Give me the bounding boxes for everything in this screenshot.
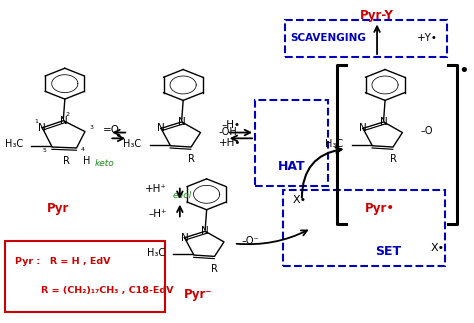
Text: 1: 1 xyxy=(35,120,38,124)
Text: Pyr :   R = H , EdV: Pyr : R = H , EdV xyxy=(16,257,111,266)
Text: R: R xyxy=(211,264,218,274)
Text: N: N xyxy=(181,233,188,243)
Text: Pyr-Y: Pyr-Y xyxy=(360,9,394,22)
Text: 3: 3 xyxy=(90,125,93,130)
Text: +H•: +H• xyxy=(219,139,241,149)
Text: H₃C: H₃C xyxy=(325,139,343,149)
Text: +H⁺: +H⁺ xyxy=(146,184,167,194)
Text: 4: 4 xyxy=(81,147,85,152)
Text: Pyr⁻: Pyr⁻ xyxy=(184,288,213,301)
Text: SCAVENGING: SCAVENGING xyxy=(290,34,366,44)
Text: N: N xyxy=(201,226,209,236)
Text: Pyr: Pyr xyxy=(46,202,69,215)
Text: R: R xyxy=(390,154,396,164)
Text: 5: 5 xyxy=(43,148,46,153)
Text: N: N xyxy=(359,123,367,133)
Text: N: N xyxy=(380,117,388,127)
Text: -OH: -OH xyxy=(219,127,237,137)
Text: H: H xyxy=(83,156,91,166)
Text: =O: =O xyxy=(103,125,120,135)
Text: R: R xyxy=(63,156,70,166)
Text: 2: 2 xyxy=(65,112,69,117)
Text: +Y•: +Y• xyxy=(417,34,438,44)
Text: –H•: –H• xyxy=(222,120,241,130)
Text: –O⁻: –O⁻ xyxy=(242,235,259,245)
Text: N: N xyxy=(178,117,186,127)
FancyBboxPatch shape xyxy=(5,241,165,312)
Text: –H⁺: –H⁺ xyxy=(149,209,167,219)
Text: •: • xyxy=(458,62,469,80)
Text: SET: SET xyxy=(375,245,401,258)
Text: HAT: HAT xyxy=(278,160,305,173)
Text: X•: X• xyxy=(292,195,307,205)
Text: keto: keto xyxy=(95,159,115,168)
Text: R = (CH₂)₁₇CH₃ , C18-EdV: R = (CH₂)₁₇CH₃ , C18-EdV xyxy=(16,287,174,296)
Text: H₃C: H₃C xyxy=(123,139,141,149)
Text: –O: –O xyxy=(420,126,433,136)
Text: X•: X• xyxy=(431,243,445,253)
Text: N: N xyxy=(157,123,165,133)
Text: N: N xyxy=(60,116,67,126)
Text: H₃C: H₃C xyxy=(146,248,165,258)
Text: Pyr•: Pyr• xyxy=(365,202,394,215)
Text: enol: enol xyxy=(173,191,192,200)
Text: N: N xyxy=(38,123,46,133)
Text: R: R xyxy=(188,154,194,164)
Text: H₃C: H₃C xyxy=(5,140,23,150)
